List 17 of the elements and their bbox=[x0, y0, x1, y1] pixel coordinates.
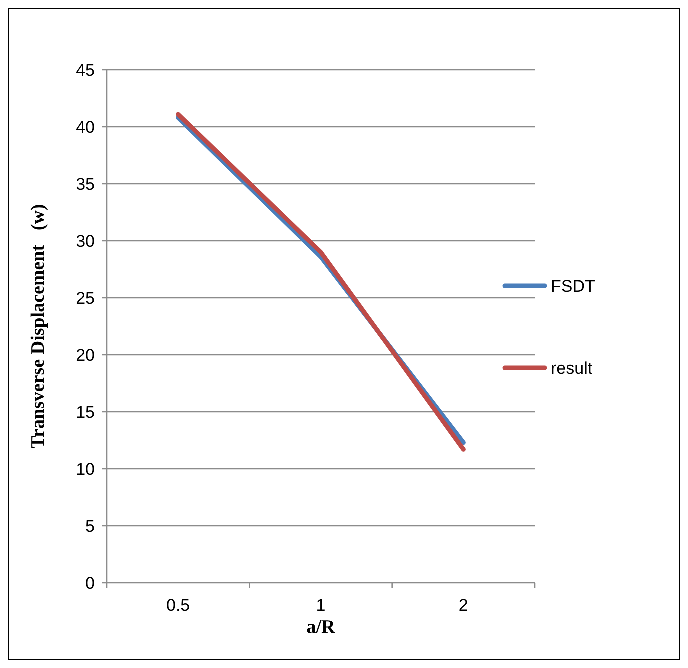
y-tick-label: 30 bbox=[76, 232, 95, 251]
x-tick-label: 2 bbox=[458, 596, 468, 615]
y-axis-title: Transverse Displacement (w) bbox=[28, 204, 49, 449]
y-tick-label: 25 bbox=[76, 288, 95, 308]
x-tick-label: 0.5 bbox=[166, 596, 190, 615]
y-tick-label: 45 bbox=[76, 60, 95, 80]
y-tick-label: 5 bbox=[86, 516, 95, 536]
y-tick-label: 35 bbox=[76, 174, 95, 194]
y-tick-label: 20 bbox=[76, 346, 95, 365]
legend-label: FSDT bbox=[551, 276, 596, 296]
y-tick-label: 0 bbox=[86, 574, 95, 593]
legend-label: result bbox=[551, 358, 593, 378]
y-tick-label: 40 bbox=[76, 118, 95, 137]
y-tick-label: 15 bbox=[76, 402, 95, 422]
x-tick-label: 1 bbox=[316, 596, 326, 615]
y-tick-label: 10 bbox=[76, 460, 95, 479]
x-axis-title: a/R bbox=[306, 617, 336, 638]
